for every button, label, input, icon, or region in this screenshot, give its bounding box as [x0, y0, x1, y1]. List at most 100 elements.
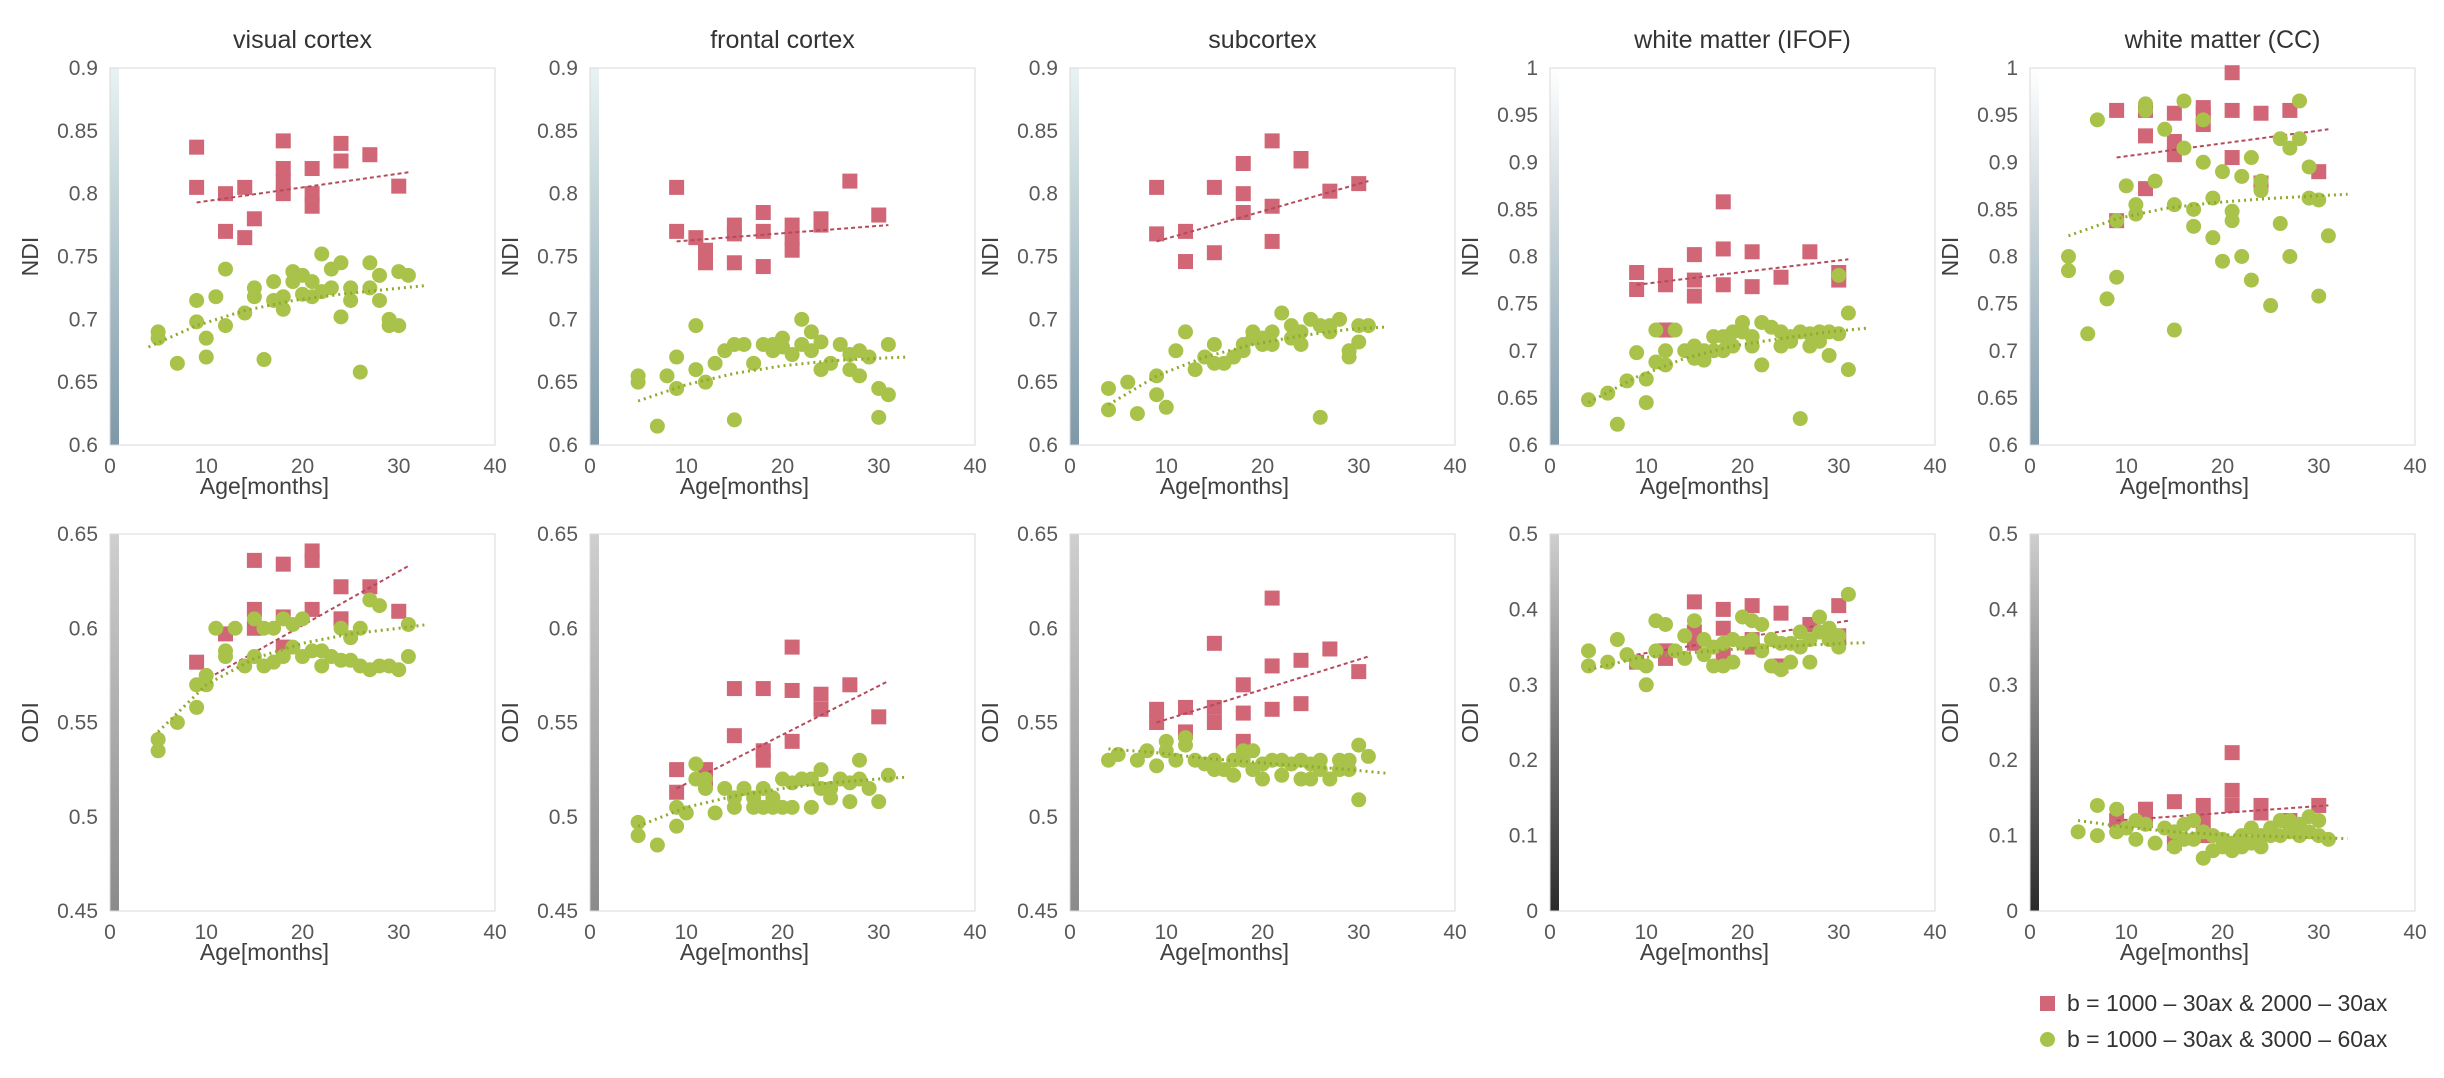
data-point-circle: [1744, 338, 1760, 354]
x-tick-label: 30: [387, 455, 410, 478]
x-axis-label: Age[months]: [1160, 939, 1289, 965]
y-tick-label: 0.85: [1977, 198, 2018, 221]
y-axis-label: NDI: [977, 237, 1003, 277]
data-point-circle: [1129, 752, 1145, 768]
data-point-circle: [698, 780, 713, 796]
x-tick-label: 20: [771, 921, 794, 944]
data-point-square: [1658, 277, 1673, 293]
data-point-square: [669, 784, 685, 800]
data-point-square: [1206, 635, 1222, 651]
y-tick-label: 0.6: [1029, 434, 1058, 457]
data-point-square: [755, 681, 771, 697]
data-point-circle: [2080, 326, 2096, 342]
data-point-circle: [1264, 336, 1280, 352]
legend-label-1: b = 1000 – 30ax & 2000 – 30ax: [2067, 989, 2388, 1016]
data-point-circle: [362, 280, 378, 296]
y-tick-label: 0.65: [57, 523, 98, 546]
data-point-circle: [2205, 190, 2221, 206]
series-b3000: [2070, 797, 2348, 866]
data-point-circle: [659, 368, 675, 384]
data-point-square: [755, 205, 771, 221]
data-point-circle: [784, 799, 800, 815]
data-point-square: [1235, 186, 1251, 202]
x-tick-label: 0: [104, 921, 116, 944]
data-point-circle: [227, 620, 243, 636]
x-tick-label: 0: [1544, 455, 1556, 478]
data-point-circle: [1638, 395, 1654, 411]
data-point-circle: [1658, 616, 1673, 632]
y-tick-label: 0.9: [69, 57, 98, 80]
series-b2000: [1149, 590, 1369, 749]
data-point-circle: [2253, 839, 2269, 855]
plot-frame: [1549, 533, 1936, 912]
data-point-circle: [1149, 758, 1165, 774]
data-point-square: [1715, 277, 1731, 293]
data-point-square: [688, 230, 704, 246]
data-point-circle: [1581, 658, 1596, 674]
data-point-circle: [823, 355, 839, 371]
data-point-square: [237, 230, 253, 246]
data-point-circle: [1648, 643, 1664, 659]
chart-title: frontal cortex: [710, 26, 855, 54]
trendline: [1107, 325, 1388, 407]
data-point-circle: [2176, 140, 2192, 156]
x-tick-label: 20: [1251, 455, 1274, 478]
data-point-square: [237, 179, 253, 195]
data-point-circle: [2234, 168, 2250, 184]
x-tick-label: 0: [2024, 921, 2036, 944]
data-point-circle: [208, 289, 224, 305]
data-point-circle: [630, 814, 646, 830]
data-point-circle: [2195, 112, 2211, 128]
data-point-circle: [1322, 771, 1338, 787]
data-point-circle: [275, 289, 291, 305]
axis-gradient-bar: [1550, 534, 1559, 911]
data-point-circle: [400, 267, 416, 283]
data-point-square: [2311, 797, 2327, 813]
data-point-square: [391, 178, 407, 194]
data-point-square: [842, 173, 858, 189]
data-point-circle: [400, 616, 416, 632]
data-point-circle: [372, 267, 387, 283]
axis-gradient-bar: [2030, 68, 2039, 445]
data-point-circle: [333, 620, 349, 636]
data-point-square: [1178, 699, 1193, 715]
data-point-square: [1686, 247, 1702, 263]
data-point-circle: [372, 598, 387, 614]
y-tick-label: 0.65: [1497, 387, 1538, 410]
data-point-circle: [1667, 322, 1683, 338]
data-point-square: [726, 226, 742, 242]
data-point-square: [842, 677, 858, 693]
data-point-circle: [1581, 643, 1596, 659]
x-tick-label: 30: [867, 921, 890, 944]
y-tick-label: 0.8: [1509, 246, 1538, 269]
data-point-circle: [1600, 385, 1616, 401]
x-axis-label: Age[months]: [2120, 939, 2249, 965]
data-point-square: [304, 186, 320, 202]
data-point-circle: [1648, 322, 1664, 338]
data-point-circle: [794, 311, 810, 327]
data-point-circle: [1802, 654, 1818, 670]
data-point-circle: [333, 309, 349, 325]
series-b2000: [669, 173, 889, 275]
y-tick-label: 0.85: [1017, 120, 1058, 143]
data-point-circle: [861, 780, 877, 796]
data-point-circle: [1178, 324, 1193, 340]
data-point-circle: [1638, 371, 1654, 387]
data-point-circle: [2195, 154, 2211, 170]
data-point-circle: [1110, 747, 1126, 763]
data-point-circle: [1168, 752, 1184, 768]
y-tick-label: 0.6: [1029, 617, 1058, 640]
series-b3000: [1581, 586, 1868, 693]
data-point-square: [2138, 128, 2153, 144]
data-point-square: [2109, 102, 2125, 118]
data-point-circle: [1600, 654, 1616, 670]
data-point-square: [784, 217, 800, 233]
data-point-circle: [852, 771, 867, 787]
x-tick-label: 40: [963, 455, 986, 478]
y-tick-label: 0.55: [57, 712, 98, 735]
data-point-circle: [2186, 218, 2202, 234]
x-tick-label: 30: [2307, 921, 2330, 944]
y-axis-label: NDI: [1457, 237, 1483, 277]
y-tick-label: 0.6: [1989, 434, 2018, 457]
data-point-circle: [2099, 291, 2115, 307]
